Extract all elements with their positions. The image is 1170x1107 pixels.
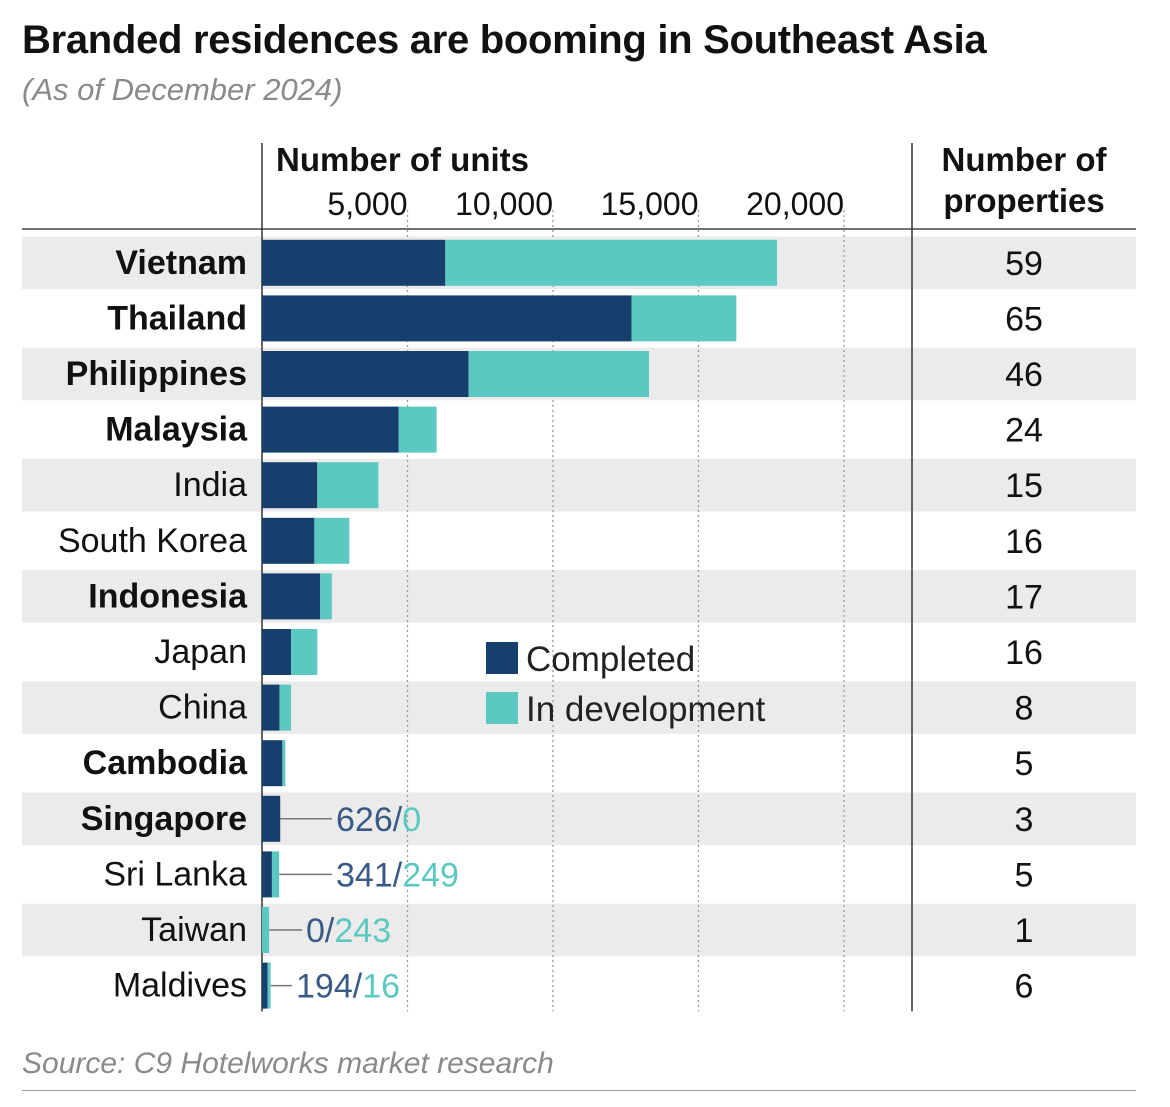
stacked-bar-chart: 5,000 10,000 15,000 20,000 Number of units Nu…: [22, 141, 1136, 1012]
bar-completed: [262, 406, 399, 453]
legend-swatch-in-development: [486, 692, 518, 724]
x-tick-label: 5,000: [327, 186, 407, 222]
bar-in-development: [314, 517, 350, 564]
small-value-label: 194/16: [296, 968, 400, 1006]
properties-value: 1: [1015, 912, 1034, 950]
chart-subtitle: (As of December 2024): [22, 72, 343, 107]
legend-label-completed: Completed: [526, 640, 695, 679]
bar-in-development: [291, 629, 318, 675]
small-value-completed: 626: [336, 801, 393, 839]
bar-in-development: [468, 351, 650, 397]
labels: 5,000 10,000 15,000 20,000 Number of units Nu…: [58, 141, 1108, 1006]
country-label: Japan: [154, 633, 247, 671]
legend-swatch-completed: [486, 642, 518, 674]
bars: [262, 239, 778, 1009]
country-label: Maldives: [113, 967, 247, 1005]
properties-value: 5: [1015, 856, 1034, 894]
country-label: Thailand: [107, 299, 247, 337]
bar-in-development: [317, 462, 379, 509]
row-band: [22, 903, 1136, 957]
small-value-separator: /: [393, 856, 403, 894]
bar-in-development: [445, 239, 778, 286]
bar-completed: [262, 740, 283, 787]
properties-value: 5: [1015, 745, 1034, 783]
small-value-completed: 194: [296, 968, 353, 1006]
chart-title: Branded residences are booming in Southe…: [22, 18, 987, 62]
row-band: [22, 570, 1136, 623]
bar-in-development: [398, 406, 437, 453]
row-band: [22, 458, 1136, 512]
small-value-separator: /: [353, 968, 363, 1006]
bar-in-development: [320, 573, 332, 620]
x-tick-label: 20,000: [746, 186, 844, 222]
country-label: Cambodia: [83, 744, 248, 782]
bottom-divider: [22, 1090, 1136, 1091]
bar-completed: [262, 239, 446, 286]
properties-value: 24: [1005, 412, 1043, 450]
properties-value: 46: [1005, 356, 1043, 394]
properties-value: 15: [1005, 467, 1043, 505]
bar-completed: [262, 851, 272, 898]
bar-completed: [262, 573, 321, 620]
row-band: [22, 681, 1136, 734]
bar-completed: [262, 462, 318, 509]
properties-value: 3: [1015, 801, 1034, 839]
small-value-in-development: 243: [334, 912, 391, 950]
bar-completed: [262, 629, 292, 675]
country-label: Taiwan: [141, 911, 247, 949]
country-label: Indonesia: [88, 577, 248, 615]
x-tick-label: 10,000: [455, 186, 553, 222]
small-value-in-development: 16: [362, 968, 400, 1006]
properties-value: 65: [1005, 300, 1043, 338]
small-value-label: 626/0: [336, 801, 421, 839]
small-value-completed: 0: [306, 912, 325, 950]
properties-value: 17: [1005, 578, 1043, 616]
bar-completed: [262, 684, 280, 731]
bar-in-development: [262, 907, 270, 953]
bar-completed: [262, 351, 469, 397]
bar-in-development: [279, 684, 292, 731]
properties-header-line1: Number of: [942, 141, 1108, 178]
bar-in-development: [282, 740, 286, 787]
bar-completed: [262, 962, 268, 1009]
country-label: Philippines: [66, 355, 247, 393]
small-value-label: 341/249: [336, 856, 459, 894]
bar-in-development: [271, 851, 280, 898]
bar-completed: [262, 795, 281, 842]
properties-value: 6: [1015, 968, 1034, 1006]
properties-value: 16: [1005, 634, 1043, 672]
properties-value: 59: [1005, 245, 1043, 283]
country-label: India: [173, 466, 247, 504]
small-value-in-development: 0: [402, 801, 421, 839]
small-value-in-development: 249: [402, 856, 459, 894]
bar-completed: [262, 517, 315, 564]
properties-header-line2: properties: [943, 182, 1104, 219]
properties-value: 8: [1015, 690, 1034, 728]
source-note: Source: C9 Hotelworks market research: [22, 1047, 554, 1080]
bar-in-development: [267, 962, 271, 1009]
x-axis-title: Number of units: [276, 141, 529, 178]
country-label: Singapore: [81, 800, 247, 838]
properties-value: 16: [1005, 523, 1043, 561]
country-label: Sri Lanka: [103, 855, 247, 893]
legend-label-in-development: In development: [526, 690, 766, 729]
bar-completed: [262, 295, 632, 342]
country-label: Malaysia: [105, 411, 248, 449]
row-band: [22, 792, 1136, 846]
country-label: Vietnam: [115, 244, 247, 282]
small-value-completed: 341: [336, 856, 393, 894]
bar-in-development: [631, 295, 737, 342]
country-label: China: [158, 689, 247, 727]
small-value-separator: /: [325, 912, 335, 950]
country-label: South Korea: [58, 522, 247, 560]
small-value-label: 0/243: [306, 912, 391, 950]
x-tick-label: 15,000: [601, 186, 699, 222]
small-value-separator: /: [393, 801, 403, 839]
